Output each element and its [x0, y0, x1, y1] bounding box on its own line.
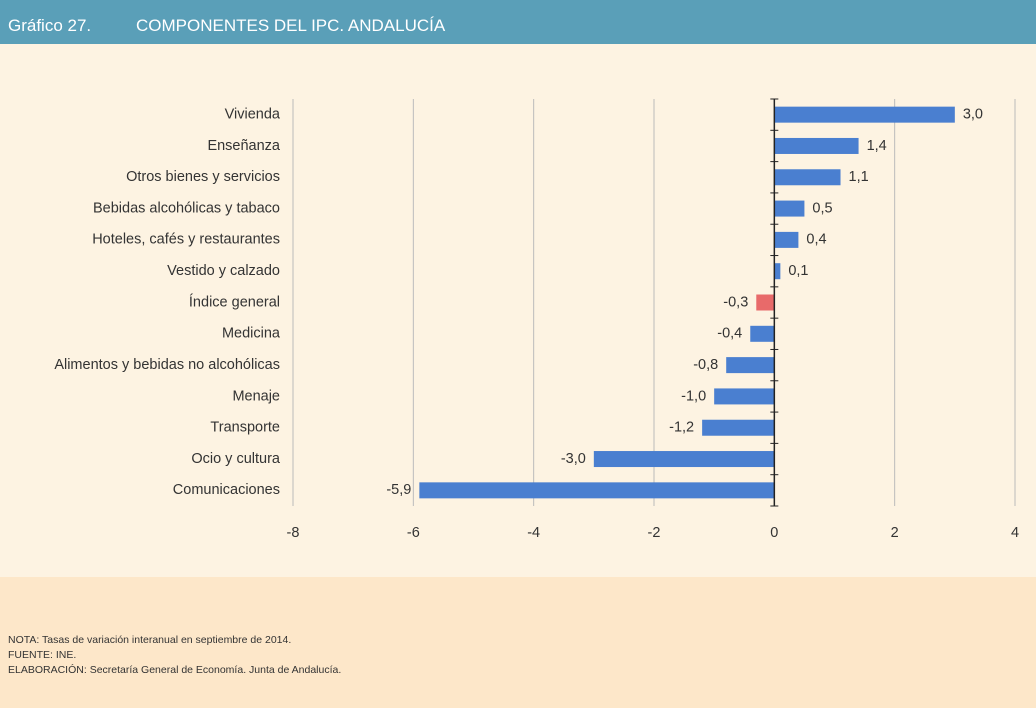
bar: [726, 357, 775, 374]
category-label: Transporte: [210, 420, 280, 436]
bar: [774, 263, 781, 280]
note: FUENTE: INE.: [8, 649, 76, 661]
bar: [774, 231, 799, 248]
bar: [593, 451, 775, 468]
category-label: Ocio y cultura: [191, 451, 281, 467]
bar: [419, 482, 775, 499]
note: NOTA: Tasas de variación interanual en s…: [8, 634, 291, 646]
x-tick-label: 2: [891, 525, 899, 541]
value-label: -3,0: [561, 451, 586, 467]
x-tick-label: 4: [1011, 525, 1019, 541]
bar: [774, 200, 805, 217]
category-label: Alimentos y bebidas no alcohólicas: [54, 357, 280, 373]
category-label: Hoteles, cafés y restaurantes: [92, 232, 280, 248]
category-label: Vestido y calzado: [167, 263, 280, 279]
category-label: Bebidas alcohólicas y tabaco: [93, 200, 280, 216]
value-label: 0,4: [806, 232, 826, 248]
value-label: 3,0: [963, 106, 983, 122]
bar: [750, 325, 775, 342]
category-label: Índice general: [189, 293, 280, 310]
value-label: 0,5: [812, 200, 832, 216]
x-tick-label: -6: [407, 525, 420, 541]
value-label: -0,8: [693, 357, 718, 373]
notes-background: [0, 577, 1036, 708]
bar: [774, 169, 841, 186]
x-tick-label: -4: [527, 525, 540, 541]
bar: [774, 106, 955, 123]
category-label: Medicina: [222, 326, 281, 342]
value-label: -5,9: [386, 482, 411, 498]
header-bar: [0, 0, 1036, 44]
value-label: 1,1: [849, 169, 869, 185]
value-label: 1,4: [867, 138, 887, 154]
bar: [714, 388, 775, 405]
x-tick-label: -2: [648, 525, 661, 541]
bar: [774, 137, 859, 154]
x-tick-label: 0: [770, 525, 778, 541]
value-label: -1,0: [681, 388, 706, 404]
note: ELABORACIÓN: Secretaría General de Econo…: [8, 663, 341, 676]
x-tick-label: -8: [287, 525, 300, 541]
value-label: -1,2: [669, 420, 694, 436]
category-label: Vivienda: [225, 106, 281, 122]
category-label: Otros bienes y servicios: [126, 169, 280, 185]
value-label: -0,3: [723, 294, 748, 310]
value-label: -0,4: [717, 326, 742, 342]
bar: [756, 294, 775, 311]
category-label: Comunicaciones: [173, 482, 280, 498]
chart-title: COMPONENTES DEL IPC. ANDALUCÍA: [136, 16, 446, 35]
value-label: 0,1: [788, 263, 808, 279]
chart-label: Gráfico 27.: [8, 16, 91, 35]
bar: [702, 419, 775, 436]
category-label: Menaje: [232, 388, 280, 404]
category-label: Enseñanza: [207, 138, 280, 154]
